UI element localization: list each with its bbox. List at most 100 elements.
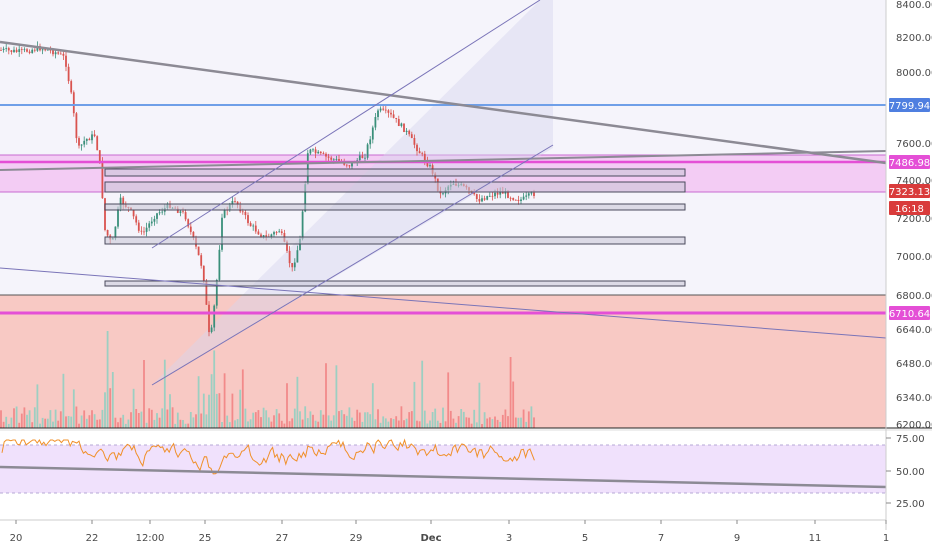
resistance-trendline[interactable] [0,150,887,171]
candle[interactable] [384,109,387,111]
lower-trendline[interactable] [0,267,887,339]
candle[interactable] [309,149,312,154]
candle[interactable] [325,153,327,157]
candle[interactable] [88,138,91,141]
price-badge[interactable] [889,98,930,112]
candle[interactable] [197,246,200,256]
candle[interactable] [44,49,47,51]
candle[interactable] [78,138,80,146]
candle[interactable] [280,231,283,233]
candle[interactable] [135,216,138,223]
candle[interactable] [72,92,75,114]
candle[interactable] [520,199,522,202]
candle[interactable] [496,192,499,195]
candle[interactable] [301,211,304,239]
candle[interactable] [395,118,398,119]
candle[interactable] [218,249,221,280]
candle[interactable] [442,193,444,195]
channel-lower-line[interactable] [151,144,554,386]
candle[interactable] [392,114,395,118]
candle[interactable] [65,55,67,67]
candle[interactable] [158,212,161,214]
candle[interactable] [291,263,294,268]
candle[interactable] [122,197,125,205]
candle[interactable] [530,192,533,194]
price-badge[interactable] [889,184,930,198]
candle[interactable] [0,50,2,51]
candle[interactable] [189,226,192,232]
candle[interactable] [231,201,234,205]
candle[interactable] [270,234,273,237]
candle[interactable] [527,193,530,196]
candle[interactable] [533,192,535,196]
candle[interactable] [371,127,374,140]
price-range-box[interactable] [104,181,686,193]
candle[interactable] [366,144,369,158]
candle[interactable] [140,230,143,232]
candle[interactable] [2,48,5,50]
candle[interactable] [91,134,93,141]
candle[interactable] [83,140,86,145]
candle[interactable] [119,197,122,209]
candle[interactable] [156,213,158,219]
candle[interactable] [304,184,307,212]
candle[interactable] [330,157,333,160]
candle[interactable] [114,226,117,239]
candle[interactable] [486,196,489,200]
candle[interactable] [241,211,244,213]
candle[interactable] [150,221,153,224]
candle[interactable] [18,49,21,52]
candle[interactable] [286,241,288,251]
candle[interactable] [234,201,236,202]
candle[interactable] [254,225,257,232]
candle[interactable] [473,192,476,195]
candle[interactable] [23,49,26,51]
candle[interactable] [314,149,317,154]
candle[interactable] [221,217,223,250]
candle[interactable] [54,52,57,55]
candle[interactable] [338,159,340,162]
candle[interactable] [192,231,195,238]
candle[interactable] [345,164,348,166]
candle[interactable] [5,48,8,49]
candle[interactable] [299,238,301,251]
candle[interactable] [67,66,70,82]
candle[interactable] [205,281,208,305]
candle[interactable] [317,151,320,154]
candle[interactable] [143,231,145,233]
candle[interactable] [182,211,184,213]
candle[interactable] [364,157,366,159]
descending-trendline[interactable] [0,40,887,165]
candle[interactable] [215,280,218,306]
candle[interactable] [28,51,31,53]
candle[interactable] [31,49,34,53]
candle[interactable] [361,155,364,158]
candle[interactable] [423,153,426,162]
candle[interactable] [507,191,509,198]
candle[interactable] [148,223,151,228]
candle[interactable] [488,195,491,197]
candle[interactable] [202,265,205,281]
channel-upper-line[interactable] [151,0,541,249]
candle[interactable] [335,159,338,160]
candle[interactable] [213,305,216,328]
candle[interactable] [517,199,520,201]
candle[interactable] [179,211,182,213]
candle[interactable] [410,134,413,138]
candle[interactable] [132,209,135,217]
candle[interactable] [33,49,36,51]
candle[interactable] [96,136,99,151]
candle[interactable] [252,225,255,227]
candle[interactable] [257,231,260,235]
candle[interactable] [208,304,210,333]
candle[interactable] [247,215,249,224]
candle[interactable] [52,50,54,55]
price-range-box[interactable] [104,280,686,287]
candle[interactable] [117,208,119,227]
candle[interactable] [483,198,486,200]
candle[interactable] [260,234,262,237]
candle[interactable] [15,49,18,52]
candle[interactable] [75,113,78,139]
